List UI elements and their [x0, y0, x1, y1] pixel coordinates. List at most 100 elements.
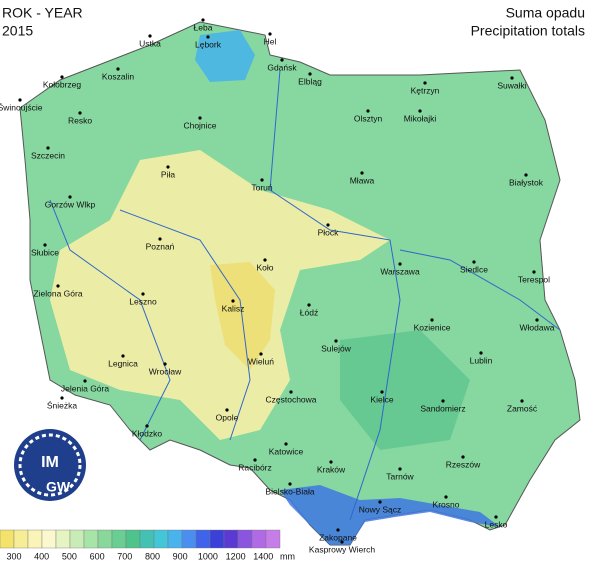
legend-label: 800	[145, 551, 160, 561]
city-dot	[83, 379, 87, 383]
city-dot	[510, 76, 514, 80]
city-dot	[288, 482, 292, 486]
city-dot	[329, 460, 333, 464]
legend-label: 1400	[253, 551, 273, 561]
city-dot	[326, 223, 330, 227]
legend-swatch	[195, 529, 211, 549]
city-label: Poznań	[146, 241, 175, 251]
city-label: Rzeszów	[446, 459, 481, 469]
city-dot	[268, 32, 272, 36]
city-label: Białystok	[509, 177, 544, 187]
legend-swatch	[97, 529, 113, 549]
legend-label: 300	[6, 551, 21, 561]
legend-swatch	[237, 529, 253, 549]
city-dot	[340, 540, 344, 544]
city-dot	[280, 58, 284, 62]
city-label: Leszno	[129, 296, 157, 306]
wet-zone-south	[280, 485, 500, 545]
city-label: Jelenia Góra	[61, 383, 109, 393]
city-label: Kłodzko	[132, 428, 163, 438]
city-label: Koszalin	[102, 71, 134, 81]
city-label: Lesko	[485, 519, 508, 529]
city-label: Opole	[216, 412, 239, 422]
legend-swatch	[55, 529, 71, 549]
city-dot	[308, 72, 312, 76]
city-label: Zielona Góra	[33, 288, 82, 298]
subtitle: Precipitation totals	[471, 23, 585, 39]
city-dot	[46, 146, 50, 150]
legend-swatch	[139, 529, 155, 549]
city-label: Zamość	[507, 403, 538, 413]
city-label: Suwałki	[497, 80, 526, 90]
city-dot	[398, 467, 402, 471]
city-label: Nowy Sącz	[359, 504, 402, 514]
city-dot	[418, 109, 422, 113]
logo-text: IM	[41, 454, 59, 471]
legend-swatch	[251, 529, 267, 549]
subtitle: Suma opadu	[506, 5, 585, 21]
city-dot	[259, 352, 263, 356]
city-label: Łeba	[194, 22, 213, 32]
city-dot	[206, 35, 210, 39]
legend-swatch	[125, 529, 141, 549]
city-label: Terespol	[518, 274, 550, 284]
city-label: Gorzów Wlkp	[45, 199, 96, 209]
city-label: Olsztyn	[354, 113, 383, 123]
city-dot	[360, 171, 364, 175]
city-dot	[253, 458, 257, 462]
city-label: Bielsko-Biała	[265, 486, 314, 496]
legend-swatch	[111, 529, 127, 549]
city-dot	[398, 262, 402, 266]
legend-swatch	[41, 529, 57, 549]
city-dot	[461, 455, 465, 459]
city-dot	[166, 165, 170, 169]
city-dot	[225, 408, 229, 412]
legend-swatch	[153, 529, 169, 549]
city-dot	[380, 390, 384, 394]
legend-swatch	[69, 529, 85, 549]
city-dot	[479, 351, 483, 355]
city-dot	[378, 500, 382, 504]
city-dot	[121, 354, 125, 358]
city-dot	[145, 424, 149, 428]
city-label: Kalisz	[222, 303, 245, 313]
city-label: Sandomierz	[420, 403, 465, 413]
city-dot	[163, 362, 167, 366]
city-dot	[472, 260, 476, 264]
legend-unit: mm	[280, 551, 295, 561]
city-dot	[336, 528, 340, 532]
city-dot	[524, 173, 528, 177]
city-label: Gdańsk	[267, 62, 297, 72]
city-dot	[68, 195, 72, 199]
city-label: Toruń	[251, 182, 273, 192]
city-label: Mikołajki	[404, 113, 437, 123]
city-dot	[423, 81, 427, 85]
city-label: Kielce	[370, 394, 393, 404]
city-dot	[334, 339, 338, 343]
legend-label: 400	[34, 551, 49, 561]
city-dot	[18, 98, 22, 102]
city-label: Słubice	[31, 247, 59, 257]
city-dot	[201, 18, 205, 22]
legend-swatch	[223, 529, 239, 549]
city-dot	[148, 34, 152, 38]
city-label: Kasprowy Wierch	[309, 544, 375, 554]
city-dot	[78, 111, 82, 115]
legend-swatch	[27, 529, 43, 549]
city-label: Wieluń	[248, 356, 274, 366]
legend-label: 700	[117, 551, 132, 561]
city-label: Sulejów	[321, 343, 352, 353]
city-dot	[43, 243, 47, 247]
city-label: Śnieżka	[47, 399, 78, 410]
city-dot	[158, 237, 162, 241]
city-label: Szczecin	[31, 150, 65, 160]
city-dot	[60, 396, 64, 400]
city-label: Kozienice	[414, 322, 451, 332]
city-dot	[535, 318, 539, 322]
city-label: Hel	[264, 36, 277, 46]
city-label: Kraków	[317, 464, 346, 474]
city-label: Płock	[318, 227, 340, 237]
city-label: Racibórz	[238, 462, 272, 472]
legend-swatch	[209, 529, 225, 549]
